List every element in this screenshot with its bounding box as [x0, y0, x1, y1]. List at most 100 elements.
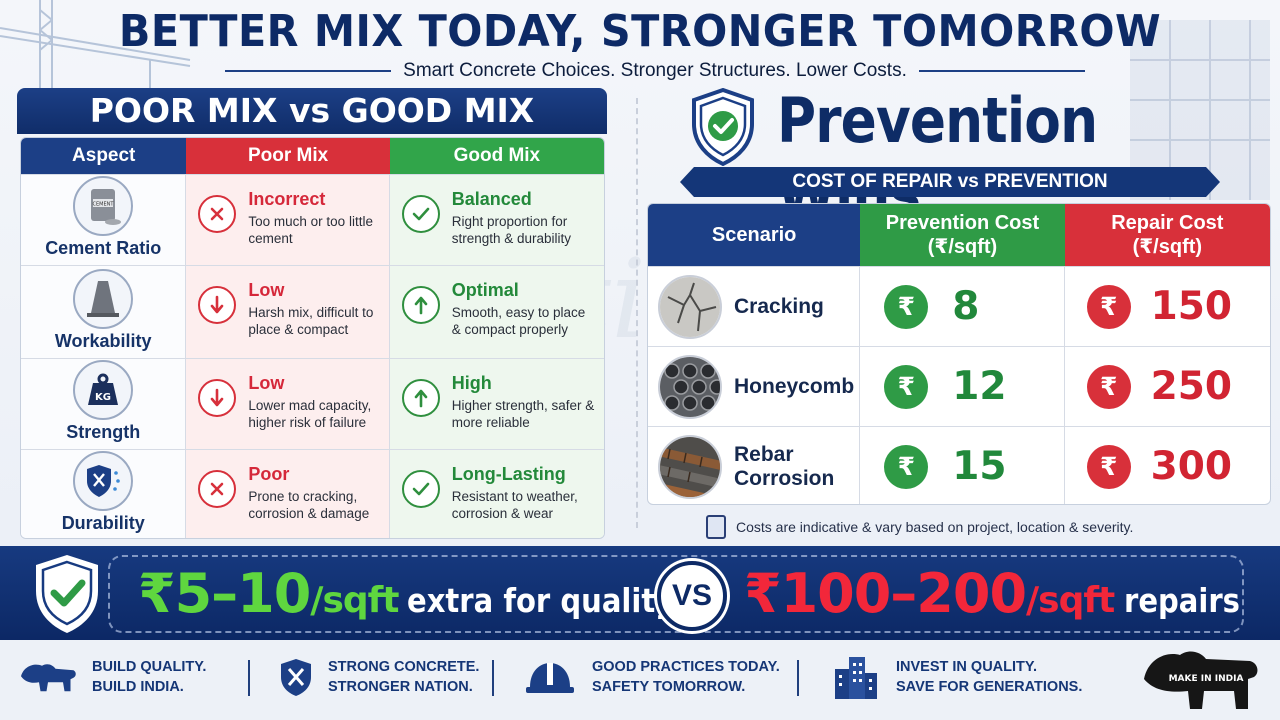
footer-text: BUILD QUALITY. BUILD INDIA.	[92, 659, 207, 695]
svg-text:CEMENT: CEMENT	[93, 202, 115, 208]
comparison-table: Aspect Poor Mix Good Mix CEMENT Cement R…	[20, 137, 605, 539]
repair-cost-callout: ₹100–200/sqft repairs	[744, 562, 1256, 625]
crane-background-image	[0, 0, 191, 90]
prevention-cost-cell: ₹ 12	[860, 347, 1065, 426]
header-good-mix: Good Mix	[389, 138, 604, 174]
poor-cell: Incorrect Too much or too little cement	[186, 175, 390, 265]
footer-item: BUILD QUALITY. BUILD INDIA.	[18, 652, 206, 702]
header-repair-cost: Repair Cost (₹/sqft)	[1064, 204, 1270, 266]
good-title: High	[451, 373, 492, 393]
panel-divider	[636, 98, 638, 528]
vs-badge: VS	[657, 561, 727, 631]
scenario-cell: Cracking	[648, 267, 861, 346]
divider	[225, 70, 392, 72]
rupee-icon: ₹	[1086, 444, 1131, 489]
cost-table: Scenario Prevention Cost (₹/sqft) Repair…	[647, 203, 1271, 505]
quality-cost-value: ₹5–10/sqft	[138, 562, 400, 625]
good-cell: Optimal Smooth, easy to place & compact …	[389, 266, 604, 358]
poor-title: Incorrect	[248, 189, 326, 209]
repair-cost-banner-value: ₹100–200/sqft	[744, 562, 1115, 625]
poor-description: Lower mad capacity, higher risk of failu…	[248, 398, 372, 430]
scenario-label: Honeycomb	[734, 374, 855, 398]
aspect-label: Strength	[66, 422, 141, 442]
arrow-down-icon	[198, 379, 237, 417]
rupee-icon: ₹	[1086, 364, 1131, 409]
subtitle-row: Smart Concrete Choices. Stronger Structu…	[225, 58, 1086, 84]
good-title: Optimal	[451, 280, 519, 300]
arrow-up-icon	[401, 286, 440, 324]
repair-cost-cell: ₹ 300	[1065, 427, 1270, 504]
footer-text: INVEST IN QUALITY. SAVE FOR GENERATIONS.	[896, 659, 1083, 695]
table-row: KG Strength Low Lower mad capacity, high…	[21, 358, 604, 449]
page-title: BETTER MIX TODAY, STRONGER TOMORROW	[118, 6, 1162, 57]
scenario-cell: Rebar Corrosion	[648, 427, 861, 504]
repair-cost-value: 300	[1150, 444, 1233, 489]
cost-header-row: Scenario Prevention Cost (₹/sqft) Repair…	[648, 204, 1270, 266]
good-title: Long-Lasting	[451, 464, 566, 484]
buildings-icon	[830, 652, 882, 702]
prevention-cost-value: 8	[952, 284, 980, 329]
header-prevention-cost: Prevention Cost (₹/sqft)	[860, 204, 1065, 266]
prevention-cost-cell: ₹ 8	[860, 267, 1065, 346]
prevention-cost-value: 15	[952, 444, 1007, 489]
arrow-up-icon	[401, 379, 440, 417]
footer-separator	[248, 660, 250, 696]
repair-cost-cell: ₹ 250	[1065, 347, 1270, 426]
comparison-title: POOR MIX vs GOOD MIX	[17, 88, 607, 134]
poor-title: Poor	[248, 464, 290, 484]
good-description: Right proportion for strength & durabili…	[451, 214, 572, 246]
banner-frame	[108, 555, 1244, 633]
quality-cost-text: extra for quality	[406, 581, 674, 620]
shield-rain-icon	[73, 451, 134, 511]
cost-note: Costs are indicative & vary based on pro…	[706, 515, 1133, 539]
arrow-down-icon	[198, 286, 237, 324]
shield-tools-icon	[278, 652, 314, 702]
table-row: Rebar Corrosion ₹ 15 ₹ 300	[648, 426, 1270, 504]
kg-weight-icon: KG	[73, 360, 134, 420]
page-subtitle: Smart Concrete Choices. Stronger Structu…	[403, 60, 907, 81]
divider	[918, 70, 1086, 72]
poor-description: Harsh mix, difficult to place & compact	[248, 305, 374, 337]
rusted-rebar-image	[658, 434, 722, 499]
rupee-icon: ₹	[884, 444, 929, 489]
lion-icon	[18, 652, 78, 702]
aspect-label: Durability	[61, 513, 145, 533]
comparison-banner	[0, 546, 1280, 640]
check-icon	[401, 470, 440, 508]
good-cell: High Higher strength, safer & more relia…	[389, 359, 604, 449]
aspect-label: Cement Ratio	[45, 238, 162, 258]
footer-item: GOOD PRACTICES TODAY. SAFETY TOMORROW.	[522, 652, 780, 702]
rupee-icon: ₹	[884, 364, 929, 409]
good-description: Higher strength, safer & more reliable	[451, 398, 595, 430]
table-row: Durability Poor Prone to cracking, corro…	[21, 449, 604, 538]
poor-title: Low	[248, 373, 285, 393]
footer-item: INVEST IN QUALITY. SAVE FOR GENERATIONS.	[830, 652, 1082, 702]
check-icon	[401, 195, 440, 233]
table-row: Honeycomb ₹ 12 ₹ 250	[648, 346, 1270, 426]
footer-text: GOOD PRACTICES TODAY. SAFETY TOMORROW.	[592, 659, 780, 695]
good-cell: Long-Lasting Resistant to weather, corro…	[389, 450, 604, 538]
aspect-cell: Durability	[21, 450, 187, 538]
quality-cost-callout: ₹5–10/sqft extra for quality	[138, 562, 710, 625]
good-title: Balanced	[451, 189, 532, 209]
poor-cell: Low Harsh mix, difficult to place & comp…	[186, 266, 390, 358]
aspect-label: Workability	[54, 331, 152, 351]
cross-icon	[198, 195, 237, 233]
scenario-cell: Honeycomb	[648, 347, 861, 426]
rupee-icon: ₹	[884, 284, 929, 329]
repair-cost-value: 250	[1150, 364, 1233, 409]
cross-icon	[198, 470, 237, 508]
aspect-cell: Workability	[21, 266, 187, 358]
good-description: Resistant to weather, corrosion & wear	[451, 489, 578, 521]
good-cell: Balanced Right proportion for strength &…	[389, 175, 604, 265]
aspect-cell: KG Strength	[21, 359, 187, 449]
table-row: Cracking ₹ 8 ₹ 150	[648, 266, 1270, 346]
poor-title: Low	[248, 280, 285, 300]
poor-cell: Poor Prone to cracking, corrosion & dama…	[186, 450, 390, 538]
svg-text:MAKE IN INDIA: MAKE IN INDIA	[1169, 674, 1244, 684]
rupee-icon: ₹	[1086, 284, 1131, 329]
repair-cost-text: repairs	[1124, 581, 1241, 620]
footer-separator	[492, 660, 494, 696]
hard-hat-icon	[522, 652, 578, 702]
header-scenario: Scenario	[648, 204, 861, 266]
